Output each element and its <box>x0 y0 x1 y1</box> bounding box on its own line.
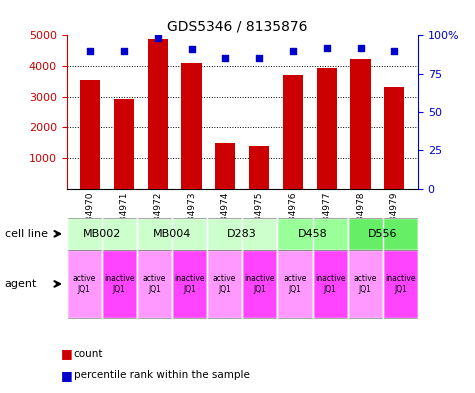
Text: active
JQ1: active JQ1 <box>213 274 237 294</box>
Text: inactive
JQ1: inactive JQ1 <box>245 274 275 294</box>
Point <box>120 48 128 54</box>
Text: ■: ■ <box>61 347 73 360</box>
Bar <box>80 79 100 189</box>
Text: inactive
JQ1: inactive JQ1 <box>315 274 345 294</box>
Text: percentile rank within the sample: percentile rank within the sample <box>74 370 249 380</box>
Text: D283: D283 <box>228 229 257 239</box>
Point <box>390 48 398 54</box>
Text: MB002: MB002 <box>83 229 121 239</box>
Text: active
JQ1: active JQ1 <box>142 274 166 294</box>
Bar <box>283 75 303 189</box>
Text: GDS5346 / 8135876: GDS5346 / 8135876 <box>167 20 308 34</box>
Text: MB004: MB004 <box>153 229 191 239</box>
Bar <box>384 88 405 189</box>
Bar <box>215 143 236 189</box>
Text: count: count <box>74 349 103 359</box>
Bar <box>148 39 168 189</box>
Bar <box>317 68 337 189</box>
Text: inactive
JQ1: inactive JQ1 <box>385 274 416 294</box>
Text: D458: D458 <box>298 229 327 239</box>
Bar <box>114 99 134 189</box>
Text: agent: agent <box>5 279 37 289</box>
Point <box>256 55 263 61</box>
Text: ■: ■ <box>61 369 73 382</box>
Text: active
JQ1: active JQ1 <box>353 274 377 294</box>
Bar <box>181 63 202 189</box>
Point <box>221 55 229 61</box>
Point <box>188 46 195 52</box>
Point <box>154 35 162 42</box>
Text: active
JQ1: active JQ1 <box>283 274 307 294</box>
Bar <box>351 59 370 189</box>
Text: cell line: cell line <box>5 229 48 239</box>
Point <box>357 44 364 51</box>
Text: inactive
JQ1: inactive JQ1 <box>174 274 205 294</box>
Text: inactive
JQ1: inactive JQ1 <box>104 274 134 294</box>
Point <box>289 48 297 54</box>
Text: active
JQ1: active JQ1 <box>72 274 96 294</box>
Point <box>86 48 94 54</box>
Text: D556: D556 <box>368 229 398 239</box>
Point <box>323 44 331 51</box>
Bar <box>249 146 269 189</box>
